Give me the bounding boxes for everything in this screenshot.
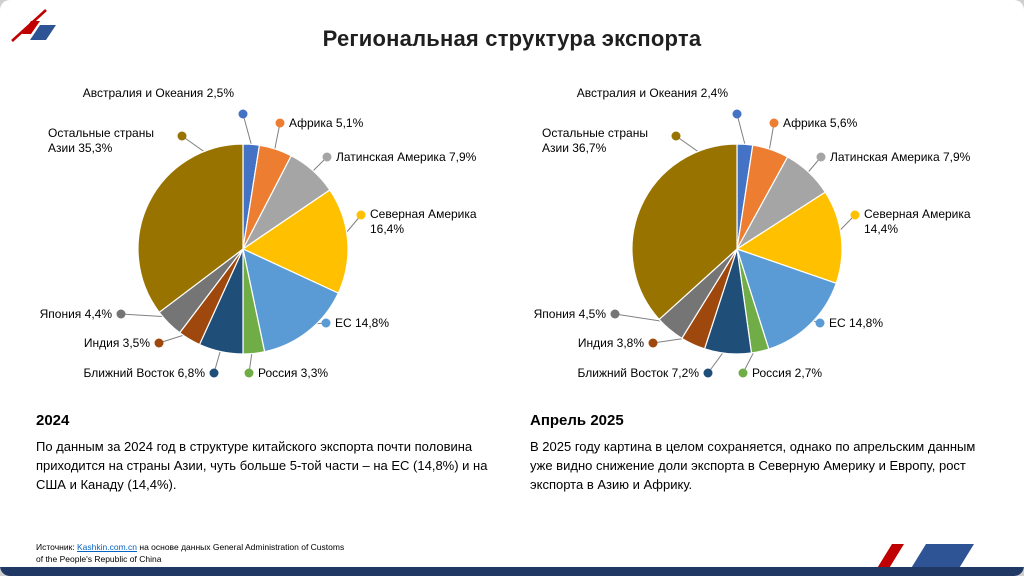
pie-label: Латинская Америка 7,9% (830, 150, 971, 164)
logo-icon (11, 9, 56, 42)
pie-svg (610, 109, 860, 378)
page-title: Региональная структура экспорта (322, 26, 702, 51)
slice-dot-2 (322, 152, 332, 162)
slice-dot-1 (769, 118, 779, 128)
pie-slice-9 (631, 143, 738, 321)
corner-stripes-icon (876, 544, 974, 570)
slice-dot-6 (209, 368, 219, 378)
pie-label: Ближний Восток 6,8% (83, 366, 206, 380)
pie-label: Япония 4,5% (533, 307, 606, 321)
slice-dot-1 (275, 118, 285, 128)
pie-label: Япония 4,4% (39, 307, 112, 321)
slice-dot-4 (321, 318, 331, 328)
slice-dot-9 (177, 131, 187, 141)
pie-label: Австралия и Океания 2,4% (576, 86, 728, 100)
leader-line (736, 113, 746, 145)
source-link[interactable]: Kashkin.com.cn (77, 542, 138, 552)
slice-dot-9 (671, 131, 681, 141)
pie-svg (116, 109, 366, 378)
pie-label: Африка 5,1% (289, 116, 364, 130)
pie-slice-9 (137, 143, 244, 314)
pie-label: ЕС 14,8% (829, 316, 884, 330)
pie-label: Ближний Восток 7,2% (577, 366, 700, 380)
pie-label: Индия 3,5% (83, 336, 150, 350)
chart-heading-2024: 2024 (36, 412, 70, 429)
slice-dot-7 (648, 338, 658, 348)
pie-slice-4 (242, 247, 340, 353)
slice-dot-4 (815, 318, 825, 328)
pie-label: Остальные страны Азии 36,7% (542, 126, 648, 155)
source-prefix: Источник: (36, 542, 78, 552)
pie-chart-2024: Австралия и Океания 2,5% Африка 5,1% Латин… (30, 82, 496, 396)
source-note: Источник: Kashkin.com.cn на основе данны… (36, 542, 348, 566)
pie-label: Австралия и Океания 2,5% (82, 86, 234, 100)
pie-label: Россия 2,7% (752, 366, 823, 380)
chart-description-2024: По данным за 2024 год в структуре китайс… (36, 439, 488, 492)
slice-dot-7 (154, 338, 164, 348)
pie-label: Северная Америка 16,4% (370, 207, 477, 236)
pie-slice-3 (241, 189, 349, 294)
pie-label: Остальные страны Азии 35,3% (48, 126, 154, 155)
pie-label: Африка 5,6% (783, 116, 858, 130)
slice-dot-3 (356, 210, 366, 220)
chart-heading-april-2025: Апрель 2025 (530, 412, 624, 429)
slice-dot-2 (816, 152, 826, 162)
slice-dot-5 (244, 368, 254, 378)
slice-dot-6 (703, 368, 713, 378)
slice-dot-8 (610, 309, 620, 319)
pie-label: Россия 3,3% (258, 366, 329, 380)
slice-dot-8 (116, 309, 126, 319)
chart-description-april-2025: В 2025 году картина в целом сохраняется,… (530, 439, 976, 492)
pie-label: Латинская Америка 7,9% (336, 150, 477, 164)
bottom-bar (0, 567, 1024, 576)
pie-label: ЕС 14,8% (335, 316, 390, 330)
slice-dot-3 (850, 210, 860, 220)
leader-line (242, 113, 252, 145)
source-suffix: на основе данных General Administration … (36, 542, 345, 564)
chart-panel-april-2025: Австралия и Океания 2,4% Африка 5,6% Латин… (524, 82, 994, 495)
chart-panel-2024: Австралия и Океания 2,5% Африка 5,1% Латин… (30, 82, 496, 495)
slice-dot-0 (732, 109, 742, 119)
pie-label: Северная Америка 14,4% (864, 207, 971, 236)
slice-dot-5 (738, 368, 748, 378)
pie-slice-3 (735, 191, 843, 285)
pie-chart-april-2025: Австралия и Океания 2,4% Африка 5,6% Латин… (524, 82, 990, 396)
slice-dot-0 (238, 109, 248, 119)
pie-slice-4 (736, 248, 837, 350)
pie-label: Индия 3,8% (577, 336, 644, 350)
